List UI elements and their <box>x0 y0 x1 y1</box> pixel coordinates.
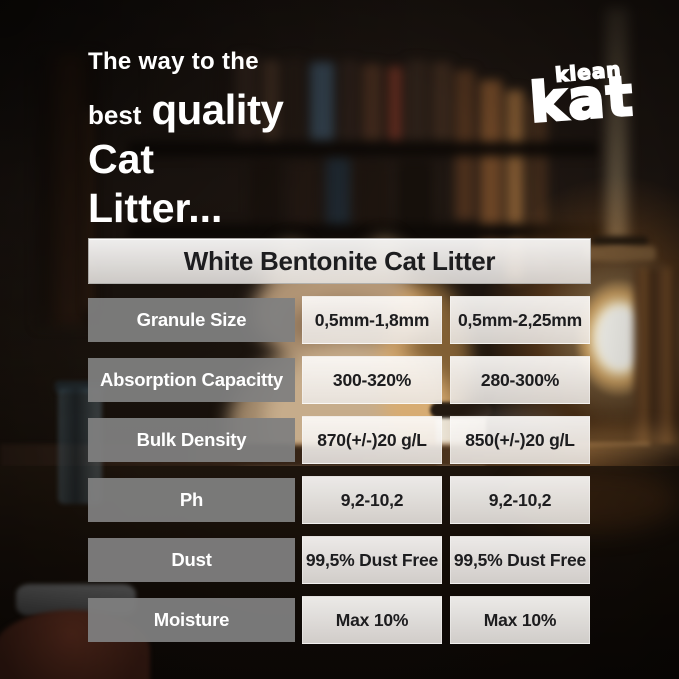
row-value-cell: 0,5mm-1,8mm <box>302 296 442 344</box>
table-row: Moisture Max 10% Max 10% <box>88 596 591 644</box>
table-row: Dust 99,5% Dust Free 99,5% Dust Free <box>88 536 591 584</box>
row-value-cell: 99,5% Dust Free <box>450 536 590 584</box>
headline: The way to the best quality Cat Litter..… <box>88 48 284 231</box>
row-value-cell: 99,5% Dust Free <box>302 536 442 584</box>
brand-logo-kat: kat <box>526 63 637 136</box>
lamp-cap <box>584 246 656 261</box>
row-label-absorption: Absorption Capacitty <box>88 358 295 402</box>
row-value-cell: Max 10% <box>450 596 590 644</box>
headline-line2: best quality <box>88 86 284 133</box>
table-row: Bulk Density 870(+/-)20 g/L 850(+/-)20 g… <box>88 416 591 464</box>
row-label-ph: Ph <box>88 478 295 522</box>
right-bookshelf <box>634 268 679 474</box>
row-label-dust: Dust <box>88 538 295 582</box>
row-value-cell: 850(+/-)20 g/L <box>450 416 590 464</box>
row-label-bulk-density: Bulk Density <box>88 418 295 462</box>
headline-line3: Cat <box>88 136 155 182</box>
lamp-cap-top <box>592 236 648 247</box>
row-value-cell: Max 10% <box>302 596 442 644</box>
headline-line4: Litter... <box>88 185 223 231</box>
spec-table: White Bentonite Cat Litter Granule Size … <box>88 238 591 644</box>
row-value-cell: 9,2-10,2 <box>450 476 590 524</box>
table-row: Granule Size 0,5mm-1,8mm 0,5mm-2,25mm <box>88 296 591 344</box>
lamp-hotspot <box>596 305 644 371</box>
headline-quality: quality <box>151 86 284 133</box>
spec-table-title: White Bentonite Cat Litter <box>88 238 591 284</box>
row-value-cell: 300-320% <box>302 356 442 404</box>
headline-best: best <box>88 100 142 130</box>
table-row: Absorption Capacitty 300-320% 280-300% <box>88 356 591 404</box>
table-row: Ph 9,2-10,2 9,2-10,2 <box>88 476 591 524</box>
row-label-moisture: Moisture <box>88 598 295 642</box>
row-value-cell: 280-300% <box>450 356 590 404</box>
row-value-cell: 9,2-10,2 <box>302 476 442 524</box>
row-label-granule-size: Granule Size <box>88 298 295 342</box>
row-value-cell: 0,5mm-2,25mm <box>450 296 590 344</box>
row-value-cell: 870(+/-)20 g/L <box>302 416 442 464</box>
brand-logo: klean kat <box>526 52 668 152</box>
headline-line1: The way to the <box>88 48 259 75</box>
